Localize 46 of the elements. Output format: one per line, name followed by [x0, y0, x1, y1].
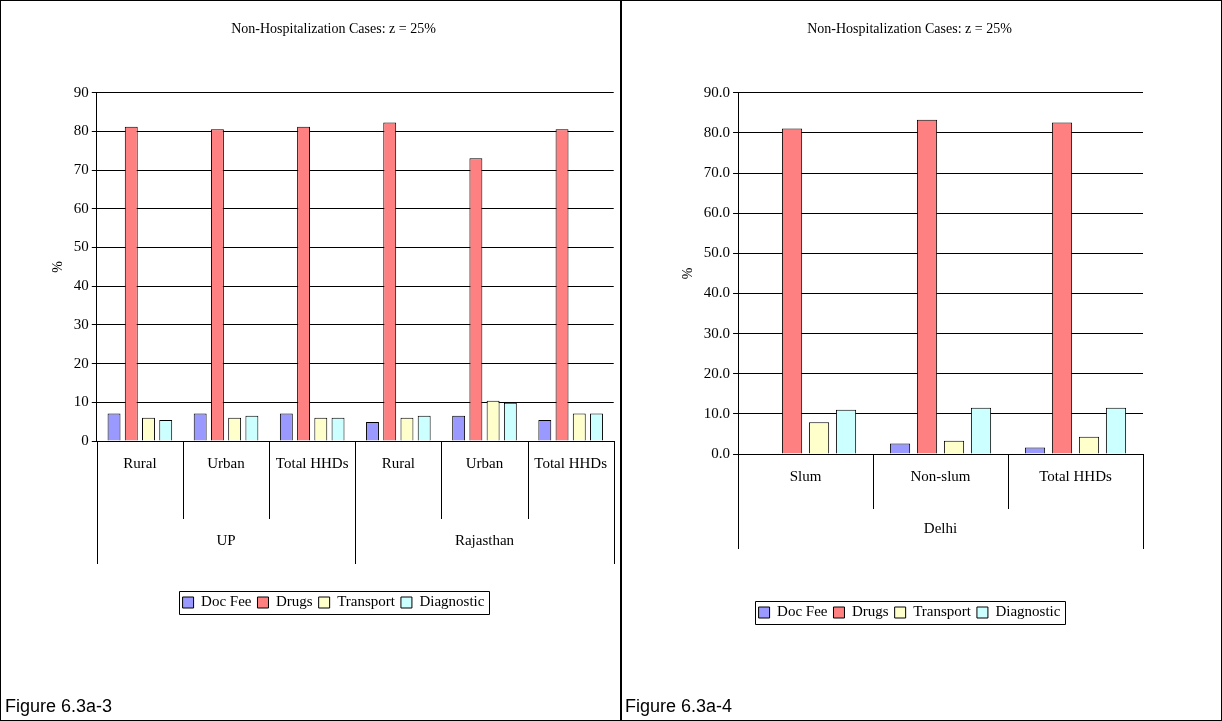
y-tick-label: 30 — [73, 315, 89, 332]
chart-title: Non-Hospitalization Cases: z = 25% — [807, 21, 1013, 37]
x-tick-label: Slum — [789, 467, 822, 484]
y-tick-label: 90.0 — [703, 83, 731, 100]
x-tick-label: Total HHDs — [534, 454, 608, 471]
legend-label: Diagnostic — [419, 593, 485, 610]
legend-label: Doc Fee — [201, 593, 252, 610]
y-axis-title: % — [50, 260, 66, 273]
y-tick-label: 80 — [73, 122, 89, 139]
y-tick-label: 70 — [73, 161, 89, 178]
x-tick-label: Total HHDs — [1039, 467, 1113, 484]
x-tick-label: Total HHDs — [275, 454, 349, 471]
y-axis-title: % — [680, 267, 696, 280]
y-tick-label: 10.0 — [703, 404, 731, 421]
x-tick-label: Urban — [465, 454, 504, 471]
chart-title: Non-Hospitalization Cases: z = 25% — [231, 21, 437, 37]
legend-label: Drugs — [851, 603, 889, 620]
legend-label: Transport — [913, 603, 972, 620]
y-tick-label: 60.0 — [703, 204, 731, 221]
y-tick-label: 50 — [73, 238, 89, 255]
y-tick-label: 60 — [73, 199, 89, 216]
y-tick-label: 0 — [81, 431, 89, 448]
x-tick-label: Urban — [207, 454, 246, 471]
y-tick-label: 80.0 — [703, 123, 731, 140]
x-tick-label: Rural — [381, 454, 416, 471]
text: Rajasthan — [454, 532, 515, 549]
y-tick-label: 30.0 — [703, 324, 731, 341]
x-tick-label: Non-slum — [910, 467, 971, 484]
caption: Figure 6.3a-4 — [625, 696, 733, 716]
legend-label: Diagnostic — [995, 603, 1061, 620]
y-tick-label: 40.0 — [703, 284, 731, 301]
legend-label: Transport — [337, 593, 396, 610]
y-tick-label: 20.0 — [703, 364, 731, 381]
y-tick-label: 90 — [73, 83, 89, 100]
y-tick-label: 50.0 — [703, 244, 731, 261]
y-tick-label: 40 — [73, 277, 89, 294]
legend-label: Doc Fee — [777, 603, 828, 620]
legend-label: Drugs — [275, 593, 313, 610]
y-tick-label: 70.0 — [703, 164, 731, 180]
y-tick-label: 20 — [73, 354, 89, 371]
y-tick-label: 0.0 — [711, 444, 731, 461]
text: Delhi — [923, 519, 958, 536]
x-tick-label: Rural — [123, 454, 157, 471]
text: UP — [216, 532, 236, 549]
caption: Figure 6.3a-3 — [5, 696, 113, 716]
y-tick-label: 10 — [73, 393, 89, 410]
